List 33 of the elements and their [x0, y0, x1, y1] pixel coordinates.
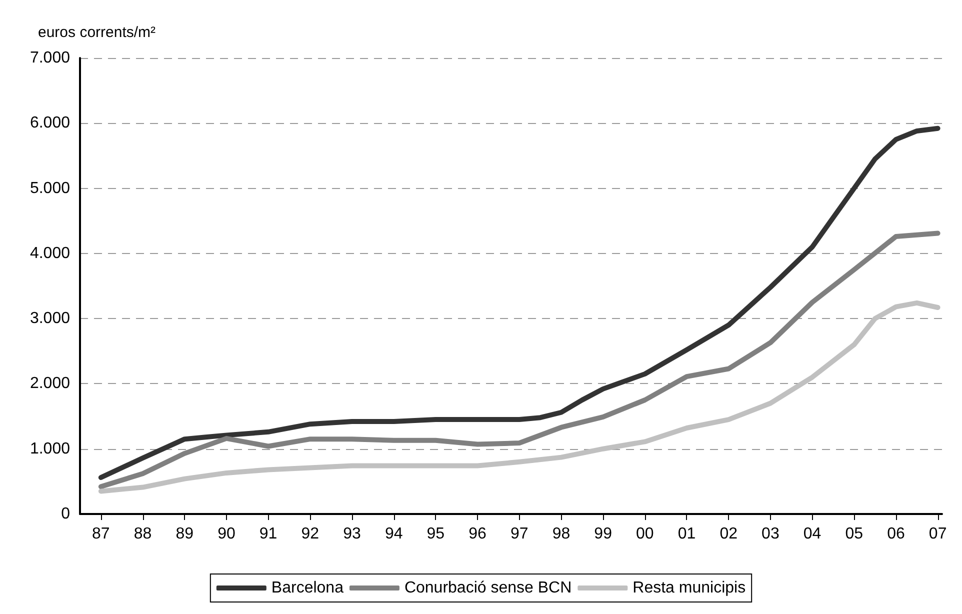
x-tick-label: 87 — [92, 526, 110, 542]
x-tick-label: 97 — [510, 526, 528, 542]
x-tick-label: 99 — [594, 526, 612, 542]
x-tick-label: 02 — [720, 526, 738, 542]
x-tick-label: 93 — [343, 526, 361, 542]
legend-label: Barcelona — [271, 580, 344, 596]
x-tick-label: 91 — [259, 526, 278, 542]
y-tick-label: 6.000 — [30, 114, 70, 132]
x-tick-label: 90 — [218, 526, 236, 542]
legend-label: Resta municipis — [632, 580, 746, 596]
x-tick-label: 05 — [845, 526, 864, 542]
x-tick-label: 01 — [678, 526, 696, 542]
y-axis-title: euros corrents/m² — [38, 24, 156, 41]
y-tick-label: 7.000 — [30, 50, 70, 66]
y-tick-label: 5.000 — [30, 180, 70, 197]
x-tick-label: 04 — [803, 526, 822, 542]
x-tick-label: 98 — [552, 526, 570, 542]
x-tick-label: 94 — [384, 526, 403, 542]
y-tick-label: 3.000 — [30, 310, 70, 328]
x-tick-label: 88 — [134, 526, 152, 542]
y-tick-label: 2.000 — [30, 375, 70, 392]
y-tick-label: 1.000 — [30, 440, 70, 458]
legend-label: Conurbació sense BCN — [404, 580, 572, 596]
x-tick-label: 06 — [887, 526, 905, 542]
y-tick-label: 4.000 — [30, 244, 70, 262]
x-tick-label: 95 — [426, 526, 445, 542]
x-tick-label: 07 — [928, 526, 947, 542]
x-tick-label: 00 — [636, 526, 654, 542]
x-tick-label: 96 — [468, 526, 487, 542]
x-tick-label: 03 — [762, 526, 780, 542]
y-tick-label: 0 — [61, 506, 70, 522]
x-tick-label: 89 — [176, 526, 194, 542]
x-tick-label: 92 — [301, 526, 320, 542]
